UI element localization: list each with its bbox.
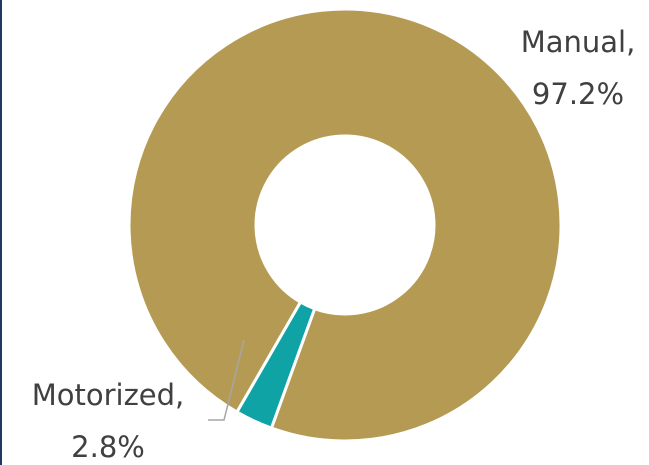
motorized-label-value: 2.8%	[71, 430, 145, 464]
manual-label-name: Manual,	[521, 25, 636, 59]
manual-label-value: 97.2%	[532, 77, 624, 111]
motorized-data-label: Motorized, 2.8%	[32, 378, 185, 464]
donut-slices	[127, 7, 563, 443]
manual-data-label: Manual, 97.2%	[521, 25, 636, 111]
motorized-label-name: Motorized,	[32, 378, 185, 412]
donut-slice-manual	[127, 7, 563, 443]
motorized-leader-line	[208, 339, 245, 421]
donut-slice-motorized	[235, 300, 317, 430]
